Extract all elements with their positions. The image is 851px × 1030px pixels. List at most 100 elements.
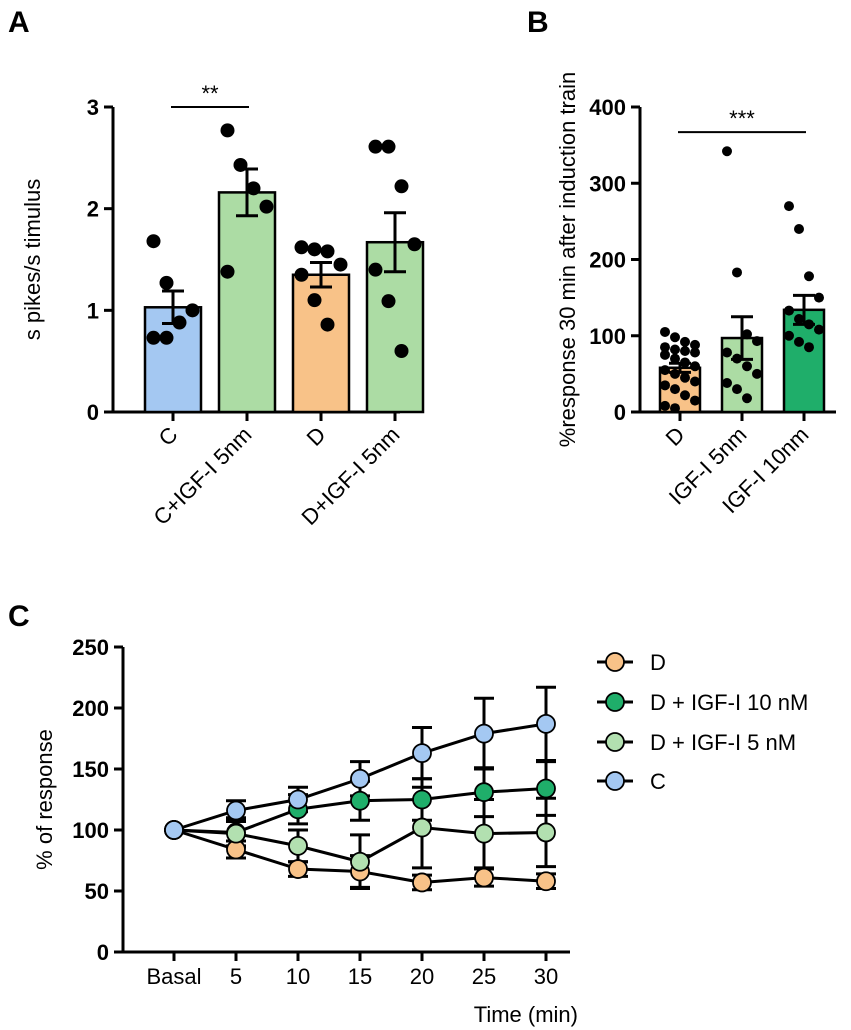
panel-c-marker-2 <box>226 823 246 844</box>
panel-a-data-point <box>172 315 187 330</box>
panel-a-data-point <box>259 199 274 214</box>
panel-a-data-point <box>394 179 409 194</box>
panel-b-data-point <box>680 390 690 401</box>
panel-a-data-point <box>185 303 200 318</box>
panel-b-data-point <box>660 380 670 391</box>
panel-c-marker-2 <box>474 823 494 844</box>
panel-b-data-point <box>732 384 742 395</box>
panel-c-marker-1 <box>536 778 556 799</box>
panel-b-y-tick-label-3: 300 <box>589 171 626 196</box>
panel-b-data-point <box>680 336 690 347</box>
panel-b-data-point <box>660 326 670 337</box>
panel-b-data-point <box>794 224 804 234</box>
panel-b-data-point <box>784 201 794 212</box>
panel-a-data-point <box>146 330 161 345</box>
panel-c-legend-marker-2 <box>605 732 625 752</box>
panel-label-b: B <box>527 6 549 39</box>
panel-a-y-tick-label-3: 3 <box>87 95 99 120</box>
panel-b-y-axis-label: %response 30 min after induction train <box>555 72 580 447</box>
panel-b-data-point <box>814 292 824 303</box>
panel-a-data-point <box>159 330 174 345</box>
panel-a-data-point <box>381 139 396 154</box>
panel-c-x-tick-label-6: 30 <box>534 964 558 989</box>
panel-c-y-tick-label-0: 0 <box>97 940 109 965</box>
panel-a-bar-2 <box>291 273 351 414</box>
panel-b-data-point <box>732 353 742 364</box>
panel-a-data-point <box>394 344 409 358</box>
panel-c-legend-label-1: D + IGF-I 10 nM <box>650 690 808 715</box>
panel-b-data-point <box>804 342 814 353</box>
panel-c-marker-1 <box>350 790 370 811</box>
panel-b-data-point <box>680 357 690 368</box>
panel-c-legend-label-3: C <box>650 769 666 794</box>
panel-a-data-point <box>307 242 322 257</box>
panel-b-data-point <box>732 267 742 278</box>
panel-a-data-point <box>294 267 309 282</box>
panel-c-legend-label-0: D <box>650 650 666 675</box>
panel-c-marker-3 <box>226 800 246 821</box>
panel-c-x-tick-label-0: Basal <box>146 964 201 989</box>
panel-a-data-point <box>307 293 322 308</box>
panel-b-data-point <box>670 344 680 355</box>
panel-a-significance-label-0: ** <box>201 81 219 106</box>
panel-b-data-point <box>690 395 700 406</box>
panel-b-data-point <box>742 329 752 340</box>
panel-a-data-point <box>407 237 422 252</box>
panel-b-data-point <box>742 361 752 372</box>
panel-c-y-tick-label-3: 150 <box>72 757 109 782</box>
panel-b-data-point <box>680 346 690 356</box>
panel-b-data-point <box>660 342 670 353</box>
panel-c-marker-0 <box>412 872 432 893</box>
panel-c-marker-3 <box>288 789 308 810</box>
panel-b-data-point <box>690 361 700 372</box>
panel-b-data-point <box>752 368 762 379</box>
panel-label-a: A <box>8 6 30 39</box>
panel-c-marker-2 <box>536 822 556 843</box>
panel-a-data-point <box>220 264 235 279</box>
panel-c-marker-2 <box>412 817 432 838</box>
panel-b-data-point <box>660 400 670 411</box>
panel-a-data-point <box>381 294 396 309</box>
panel-label-c: C <box>8 600 30 633</box>
panel-c-legend-marker-1 <box>605 692 625 712</box>
panel-a-y-tick-label-2: 2 <box>87 197 99 222</box>
panel-c-y-axis-label: % of response <box>32 729 57 870</box>
panel-c-x-tick-label-3: 15 <box>348 964 372 989</box>
panel-a-data-point <box>294 240 309 255</box>
panel-c-marker-2 <box>350 851 370 872</box>
panel-c-y-tick-label-2: 100 <box>72 818 109 843</box>
panel-c-y-tick-label-4: 200 <box>72 696 109 721</box>
panel-b-data-point <box>814 324 824 335</box>
panel-b-significance-label-0: *** <box>729 106 755 131</box>
panel-b-data-point <box>784 330 794 341</box>
panel-b-data-point <box>670 368 680 379</box>
panel-a-y-tick-label-0: 0 <box>87 400 99 425</box>
panel-b-data-point <box>680 372 690 383</box>
panel-a-data-point <box>220 123 235 138</box>
panel-b-data-point <box>722 347 732 358</box>
panel-c-marker-0 <box>288 859 308 879</box>
panel-a-bar-1 <box>217 191 277 414</box>
panel-c-marker-3 <box>474 723 494 744</box>
panel-c-x-axis-label: Time (min) <box>474 1002 578 1027</box>
panel-a-data-point <box>159 275 174 290</box>
panel-a-data-point <box>320 317 335 332</box>
panel-a-x-tick-label-0: C <box>154 422 183 451</box>
panel-b-data-point <box>690 339 700 350</box>
panel-b-data-point <box>670 353 680 364</box>
panel-c-legend-marker-3 <box>605 771 625 791</box>
panel-b-data-point <box>690 376 700 387</box>
panel-a-data-point <box>320 244 335 259</box>
panel-b-data-point <box>722 378 732 389</box>
panel-c-x-tick-label-1: 5 <box>230 964 242 989</box>
panel-a-y-tick-label-1: 1 <box>87 298 99 323</box>
panel-a-data-point <box>368 139 383 154</box>
panel-b-data-point <box>660 365 670 376</box>
panel-c-x-tick-label-5: 25 <box>472 964 496 989</box>
panel-b-y-tick-label-2: 200 <box>589 248 626 273</box>
panel-c-y-tick-label-1: 50 <box>85 879 109 904</box>
panel-b-data-point <box>670 384 680 395</box>
panel-c-marker-3 <box>164 820 184 840</box>
panel-b-data-point <box>804 319 814 330</box>
panel-c-legend-marker-0 <box>605 652 625 672</box>
